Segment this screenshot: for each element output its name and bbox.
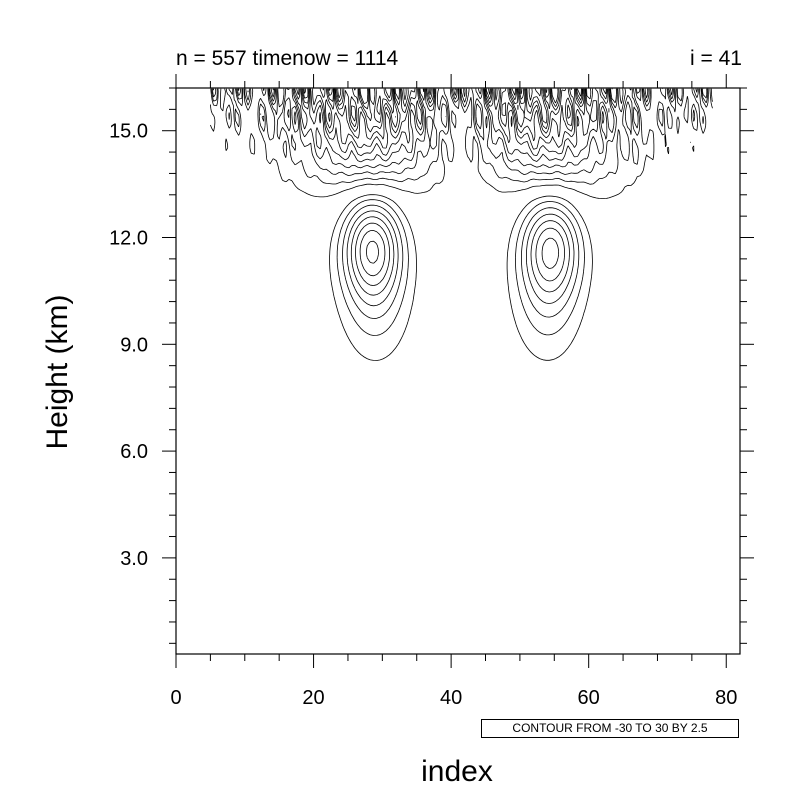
positive-contour-line: [210, 88, 713, 361]
contour-info-label: CONTOUR FROM -30 TO 30 BY 2.5: [481, 719, 739, 738]
contour-lines: [210, 88, 713, 361]
positive-contour-line: [509, 88, 583, 130]
y-tick-label: 15.0: [109, 121, 148, 143]
positive-contour-line: [212, 88, 698, 319]
x-tick-label: 40: [440, 687, 462, 709]
x-tick-label: 60: [578, 687, 600, 709]
y-tick-label: 12.0: [109, 228, 148, 250]
plot-title-right: i = 41: [690, 47, 742, 70]
positive-contour-line: [488, 88, 584, 134]
plot-frame: [175, 87, 741, 655]
plot-title-left: n = 557 timenow = 1114: [176, 47, 399, 70]
y-tick-label: 3.0: [120, 548, 148, 570]
negative-contour-line: [228, 88, 708, 336]
positive-contour-line: [211, 88, 713, 336]
negative-contour-line: [319, 88, 432, 140]
negative-contour-line: [210, 88, 709, 361]
axis-ticks: 0 20 40 60 80 3.0 6.0 9.0 12.0 15.0: [109, 74, 754, 709]
positive-contour-line: [511, 88, 559, 104]
negative-contour-line: [335, 88, 407, 128]
negative-contour-line: [336, 88, 393, 122]
x-tick-label: 0: [170, 687, 181, 709]
positive-contour-line: [350, 88, 610, 296]
positive-contour-line: [510, 88, 582, 124]
negative-contour-line: [245, 88, 708, 318]
negative-contour-line: [272, 88, 565, 282]
positive-contour-line: [366, 88, 585, 264]
x-tick-label: 80: [715, 687, 737, 709]
positive-contour-line: [355, 88, 608, 286]
y-axis-label: Height (km): [41, 294, 74, 450]
y-tick-label: 9.0: [120, 334, 148, 356]
negative-contour-line: [296, 88, 559, 269]
negative-contour-line: [337, 88, 392, 104]
positive-contour-line: [213, 88, 673, 307]
y-tick-label: 6.0: [120, 441, 148, 463]
negative-contour-line: [270, 88, 570, 293]
positive-contour-line: [359, 88, 607, 277]
negative-contour-line: [247, 88, 704, 304]
negative-contour-line: [322, 88, 409, 133]
x-tick-label: 20: [302, 687, 324, 709]
x-axis-label: index: [421, 755, 493, 788]
